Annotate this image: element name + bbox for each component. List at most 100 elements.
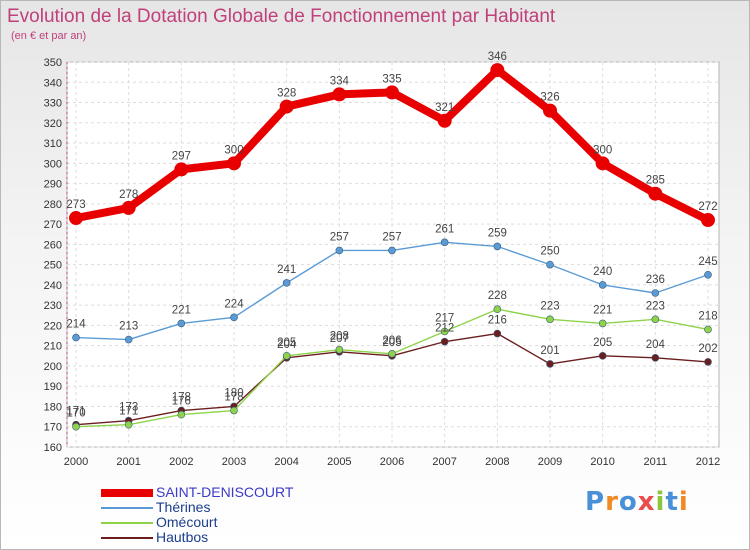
legend-label: Omécourt <box>156 514 218 530</box>
proxiti-logo: Proxiti <box>585 487 689 517</box>
data-label: 223 <box>646 300 665 312</box>
data-point <box>332 87 347 102</box>
data-point <box>437 113 452 128</box>
data-point <box>490 63 505 78</box>
data-label: 207 <box>330 333 349 345</box>
x-tick-label: 2007 <box>432 456 456 468</box>
y-tick-label: 180 <box>44 401 62 413</box>
logo-letter: o <box>618 487 638 517</box>
data-label: 212 <box>435 323 454 335</box>
y-tick-label: 200 <box>44 361 62 373</box>
y-tick-label: 250 <box>44 260 62 272</box>
data-point <box>651 354 660 362</box>
data-label: 204 <box>646 339 666 351</box>
data-point <box>282 352 291 360</box>
logo-letter: P <box>585 487 606 517</box>
data-point <box>651 315 660 324</box>
data-label: 278 <box>119 189 138 201</box>
data-point <box>546 315 554 324</box>
y-tick-label: 210 <box>44 341 62 353</box>
x-tick-label: 2004 <box>274 456 298 468</box>
y-tick-label: 260 <box>44 239 62 251</box>
data-point <box>440 337 449 346</box>
data-label: 208 <box>330 331 349 343</box>
y-tick-label: 190 <box>44 381 62 393</box>
data-label: 335 <box>382 73 401 85</box>
data-label: 218 <box>698 310 717 322</box>
logo-letter: i <box>678 487 689 517</box>
y-tick-label: 290 <box>44 179 62 191</box>
data-label: 346 <box>488 51 507 63</box>
data-point <box>282 279 291 287</box>
y-tick-label: 230 <box>44 300 62 312</box>
legend-label: SAINT-DENISCOURT <box>156 484 294 500</box>
data-point <box>493 242 502 251</box>
x-tick-label: 2011 <box>644 456 668 468</box>
data-point <box>388 349 396 358</box>
data-label: 250 <box>540 246 559 258</box>
data-point <box>174 162 189 177</box>
x-tick-label: 2006 <box>380 456 404 468</box>
legend-swatch <box>101 537 153 539</box>
logo-letter: t <box>665 487 679 517</box>
data-label: 173 <box>119 402 138 414</box>
data-label: 273 <box>66 199 85 211</box>
data-label: 202 <box>698 343 717 355</box>
data-point <box>230 313 238 322</box>
data-label: 176 <box>172 396 191 408</box>
data-point <box>704 270 712 279</box>
data-label: 214 <box>66 319 86 331</box>
data-point <box>651 289 660 297</box>
data-label: 321 <box>435 102 454 114</box>
x-tick-label: 2002 <box>169 456 193 468</box>
data-label: 171 <box>119 406 138 418</box>
data-point <box>72 333 80 342</box>
legend-swatch <box>101 507 153 509</box>
data-label: 328 <box>277 88 296 100</box>
data-label: 285 <box>646 175 665 187</box>
data-label: 205 <box>593 337 612 349</box>
data-label: 221 <box>593 304 612 316</box>
data-label: 221 <box>172 304 191 316</box>
data-point <box>546 360 554 368</box>
legend-swatch <box>101 489 153 497</box>
data-point <box>124 420 133 429</box>
data-label: 297 <box>172 150 191 162</box>
data-point <box>279 99 294 114</box>
data-label: 217 <box>435 313 454 325</box>
data-label: 171 <box>66 406 85 418</box>
data-label: 224 <box>224 298 244 310</box>
y-tick-label: 270 <box>44 219 62 231</box>
data-point <box>704 358 712 366</box>
data-label: 201 <box>540 345 559 357</box>
data-label: 178 <box>172 392 191 404</box>
data-point <box>493 329 502 338</box>
data-label: 300 <box>224 144 243 156</box>
x-tick-label: 2005 <box>327 456 351 468</box>
data-label: 236 <box>646 274 665 286</box>
y-tick-label: 320 <box>44 118 62 130</box>
y-tick-label: 280 <box>44 199 62 211</box>
chart-title: Evolution de la Dotation Globale de Fonc… <box>7 6 556 27</box>
data-point <box>124 335 133 344</box>
x-tick-label: 2003 <box>222 456 246 468</box>
data-label: 204 <box>277 339 297 351</box>
data-point <box>543 103 557 118</box>
data-label: 272 <box>698 201 717 213</box>
x-tick-label: 2001 <box>116 456 140 468</box>
data-point <box>598 352 607 360</box>
legend-label: Thérines <box>156 499 211 515</box>
data-label: 241 <box>277 264 296 276</box>
logo-letter: r <box>605 487 619 517</box>
data-label: 216 <box>488 315 507 327</box>
data-point <box>595 156 610 171</box>
logo-letter: x <box>637 487 656 517</box>
data-point <box>598 281 607 289</box>
data-point <box>440 238 449 247</box>
y-tick-label: 300 <box>44 158 62 170</box>
data-label: 206 <box>382 335 401 347</box>
y-tick-label: 160 <box>44 442 62 454</box>
data-point <box>701 213 715 228</box>
data-label: 228 <box>488 290 507 302</box>
